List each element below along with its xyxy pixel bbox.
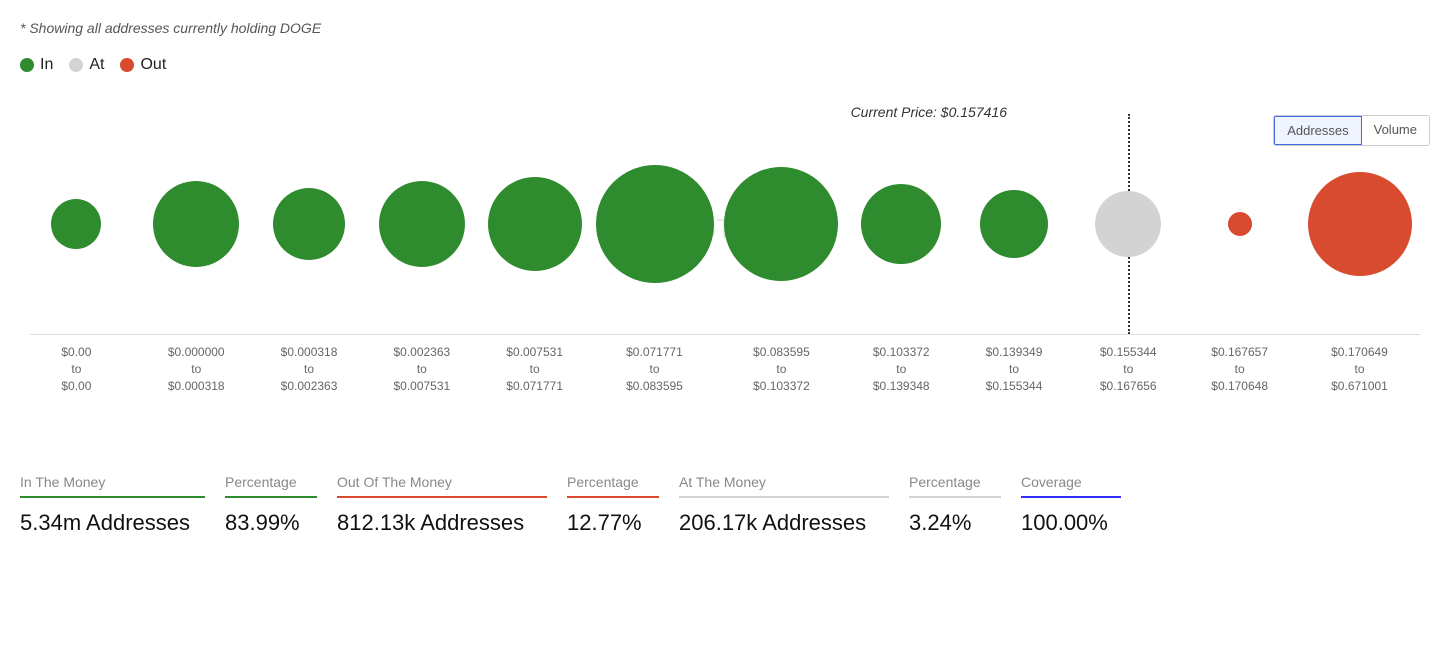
legend-label: In bbox=[40, 56, 53, 74]
legend-item-in[interactable]: In bbox=[20, 56, 53, 74]
range-to: $0.167656 bbox=[1100, 378, 1157, 395]
range-from: $0.000000 bbox=[168, 344, 225, 361]
range-to-word: to bbox=[1331, 361, 1388, 378]
range-label-2: $0.000318to$0.002363 bbox=[281, 344, 338, 394]
range-to: $0.00 bbox=[61, 378, 91, 395]
stat-label: In The Money bbox=[20, 474, 205, 498]
range-label-6: $0.083595to$0.103372 bbox=[753, 344, 810, 394]
stat-value: 83.99% bbox=[225, 510, 317, 536]
bubble-1[interactable] bbox=[153, 181, 239, 267]
range-to: $0.671001 bbox=[1331, 378, 1388, 395]
range-from: $0.103372 bbox=[873, 344, 930, 361]
stat-block-1: Percentage 83.99% bbox=[225, 474, 317, 536]
range-to-word: to bbox=[506, 361, 563, 378]
range-to: $0.000318 bbox=[168, 378, 225, 395]
range-from: $0.007531 bbox=[506, 344, 563, 361]
bubble-11[interactable] bbox=[1308, 172, 1412, 276]
stat-value: 3.24% bbox=[909, 510, 1001, 536]
stat-block-3: Percentage 12.77% bbox=[567, 474, 659, 536]
range-to-word: to bbox=[61, 361, 91, 378]
range-to-word: to bbox=[626, 361, 683, 378]
stat-value: 12.77% bbox=[567, 510, 659, 536]
range-to-word: to bbox=[1211, 361, 1268, 378]
range-from: $0.170649 bbox=[1331, 344, 1388, 361]
range-to: $0.083595 bbox=[626, 378, 683, 395]
stat-label: At The Money bbox=[679, 474, 889, 498]
stat-label: Coverage bbox=[1021, 474, 1121, 498]
range-to: $0.071771 bbox=[506, 378, 563, 395]
range-to: $0.170648 bbox=[1211, 378, 1268, 395]
range-to-word: to bbox=[393, 361, 450, 378]
range-to-word: to bbox=[986, 361, 1043, 378]
legend-item-out[interactable]: Out bbox=[120, 56, 166, 74]
range-from: $0.00 bbox=[61, 344, 91, 361]
stat-label: Percentage bbox=[567, 474, 659, 498]
range-to-word: to bbox=[1100, 361, 1157, 378]
bubble-0[interactable] bbox=[51, 199, 101, 249]
stat-label: Percentage bbox=[909, 474, 1001, 498]
legend-dot-icon bbox=[20, 58, 34, 72]
stats-row: In The Money 5.34m Addresses Percentage 83.… bbox=[20, 474, 1430, 536]
range-from: $0.002363 bbox=[393, 344, 450, 361]
stat-value: 206.17k Addresses bbox=[679, 510, 889, 536]
range-label-5: $0.071771to$0.083595 bbox=[626, 344, 683, 394]
range-to: $0.155344 bbox=[986, 378, 1043, 395]
stat-block-4: At The Money 206.17k Addresses bbox=[679, 474, 889, 536]
stat-value: 100.00% bbox=[1021, 510, 1121, 536]
range-label-3: $0.002363to$0.007531 bbox=[393, 344, 450, 394]
range-label-10: $0.167657to$0.170648 bbox=[1211, 344, 1268, 394]
range-label-4: $0.007531to$0.071771 bbox=[506, 344, 563, 394]
stat-block-5: Percentage 3.24% bbox=[909, 474, 1001, 536]
range-from: $0.083595 bbox=[753, 344, 810, 361]
range-label-1: $0.000000to$0.000318 bbox=[168, 344, 225, 394]
bubble-3[interactable] bbox=[379, 181, 465, 267]
chart-subtitle: * Showing all addresses currently holdin… bbox=[20, 20, 1430, 36]
legend-item-at[interactable]: At bbox=[69, 56, 104, 74]
bubble-9[interactable] bbox=[1095, 191, 1161, 257]
stat-value: 5.34m Addresses bbox=[20, 510, 205, 536]
range-to: $0.002363 bbox=[281, 378, 338, 395]
legend-dot-icon bbox=[69, 58, 83, 72]
range-label-9: $0.155344to$0.167656 bbox=[1100, 344, 1157, 394]
range-from: $0.155344 bbox=[1100, 344, 1157, 361]
legend-label: At bbox=[89, 56, 104, 74]
bubble-10[interactable] bbox=[1228, 212, 1252, 236]
range-to-word: to bbox=[281, 361, 338, 378]
bubble-5[interactable] bbox=[596, 165, 714, 283]
stat-block-2: Out Of The Money 812.13k Addresses bbox=[337, 474, 547, 536]
range-label-7: $0.103372to$0.139348 bbox=[873, 344, 930, 394]
range-from: $0.139349 bbox=[986, 344, 1043, 361]
bubble-4[interactable] bbox=[488, 177, 582, 271]
range-from: $0.167657 bbox=[1211, 344, 1268, 361]
stat-label: Out Of The Money bbox=[337, 474, 547, 498]
axis-line bbox=[30, 334, 1420, 335]
stat-block-6: Coverage 100.00% bbox=[1021, 474, 1121, 536]
range-from: $0.071771 bbox=[626, 344, 683, 361]
range-to-word: to bbox=[873, 361, 930, 378]
range-label-8: $0.139349to$0.155344 bbox=[986, 344, 1043, 394]
bubble-2[interactable] bbox=[273, 188, 345, 260]
stat-block-0: In The Money 5.34m Addresses bbox=[20, 474, 205, 536]
bubble-chart: Current Price: $0.157416 IntoTheBlock $0… bbox=[20, 104, 1430, 374]
range-label-11: $0.170649to$0.671001 bbox=[1331, 344, 1388, 394]
legend-label: Out bbox=[140, 56, 166, 74]
range-from: $0.000318 bbox=[281, 344, 338, 361]
range-to-word: to bbox=[168, 361, 225, 378]
range-label-0: $0.00to$0.00 bbox=[61, 344, 91, 394]
range-to: $0.103372 bbox=[753, 378, 810, 395]
bubble-6[interactable] bbox=[724, 167, 838, 281]
range-to: $0.007531 bbox=[393, 378, 450, 395]
chart-legend: In At Out bbox=[20, 56, 1430, 74]
bubble-8[interactable] bbox=[980, 190, 1048, 258]
bubble-7[interactable] bbox=[861, 184, 941, 264]
range-to: $0.139348 bbox=[873, 378, 930, 395]
stat-value: 812.13k Addresses bbox=[337, 510, 547, 536]
current-price-label: Current Price: $0.157416 bbox=[851, 104, 1007, 120]
stat-label: Percentage bbox=[225, 474, 317, 498]
legend-dot-icon bbox=[120, 58, 134, 72]
range-to-word: to bbox=[753, 361, 810, 378]
